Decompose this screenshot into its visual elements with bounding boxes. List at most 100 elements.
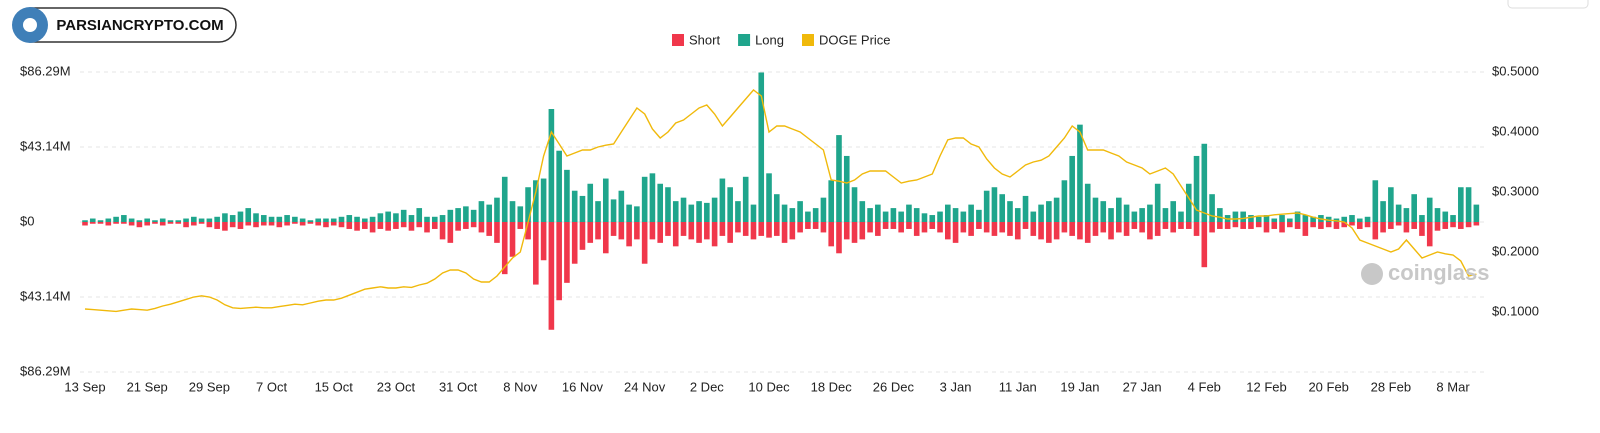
bar [649,222,656,240]
bar [82,220,88,222]
badge-logo-dot [23,18,37,32]
bar [1084,183,1091,222]
bar [1201,143,1208,222]
bar [564,222,570,283]
bar [797,201,803,222]
bar [1372,222,1379,240]
bar [641,176,648,222]
bar [1162,222,1169,229]
bar [595,201,601,222]
bar [1014,208,1021,222]
bar [323,218,329,222]
bar [1442,222,1449,229]
bar [719,222,726,236]
bar [284,215,290,222]
bar [1053,197,1060,222]
bar [797,222,803,233]
bar [1426,222,1433,247]
x-tick-label: 13 Sep [64,379,105,394]
bar [494,222,500,243]
bar [1030,211,1037,222]
x-tick-label: 24 Nov [624,379,666,394]
bar [144,222,150,226]
bar [478,222,485,233]
bar [447,209,454,222]
bar [354,222,360,231]
bar [121,215,127,222]
bar [906,204,912,222]
bar [1356,218,1363,222]
bar [1077,222,1083,240]
x-tick-label: 16 Nov [562,379,604,394]
bar [1131,222,1138,229]
bar [999,222,1006,233]
bar [323,222,329,228]
bar [1123,204,1130,222]
legend-swatch [738,34,751,46]
bar [1333,222,1340,229]
bar [330,222,337,226]
bar [595,222,601,240]
y-tick-label: $43.14M [20,138,71,153]
bar [183,222,189,228]
bar [253,222,259,228]
bar [1310,222,1316,228]
bar [727,222,733,243]
bar [89,222,96,224]
bar [789,208,796,222]
bar [292,222,298,224]
bar [431,222,438,229]
bar [991,222,998,236]
bar [1108,222,1114,240]
bar [711,222,718,247]
bar [1170,201,1177,222]
bar [968,222,974,236]
bar [501,176,508,222]
bar [1154,183,1161,222]
bar [97,222,104,224]
x-tick-label: 21 Sep [127,379,168,394]
bar [191,222,197,226]
bar [1046,222,1052,243]
bar [486,204,492,222]
bar [105,218,112,222]
bar [237,211,244,222]
bar [634,222,640,240]
toolbar-button[interactable] [1507,0,1589,9]
bar [377,222,384,229]
bar [688,222,695,240]
bar [634,206,640,222]
watermark-text: coinglass [1388,260,1489,285]
bar [1325,216,1332,222]
bar [369,216,376,222]
bar [1209,222,1215,233]
bar [222,222,228,231]
bar [750,204,757,222]
bar [501,222,508,275]
bar [587,183,594,222]
bar [299,222,306,226]
bar [478,201,485,222]
bar [719,178,726,222]
legend-label: DOGE Price [819,32,891,47]
bar [851,187,858,222]
x-tick-label: 2 Dec [690,379,724,394]
plot-area [80,71,1484,373]
bar [152,222,158,224]
bar [1030,222,1037,236]
bar [276,222,283,228]
bar [937,211,943,222]
bar [175,222,182,224]
bar [1419,215,1425,222]
bar [470,209,477,222]
bar [198,222,205,224]
bar [1038,204,1044,222]
bar [470,222,477,228]
bar [579,222,586,250]
bar [1240,222,1246,229]
badge-text: PARSIANCRYPTO.COM [56,17,223,34]
bar [346,222,353,229]
bar [1364,222,1371,228]
bar [875,222,881,236]
